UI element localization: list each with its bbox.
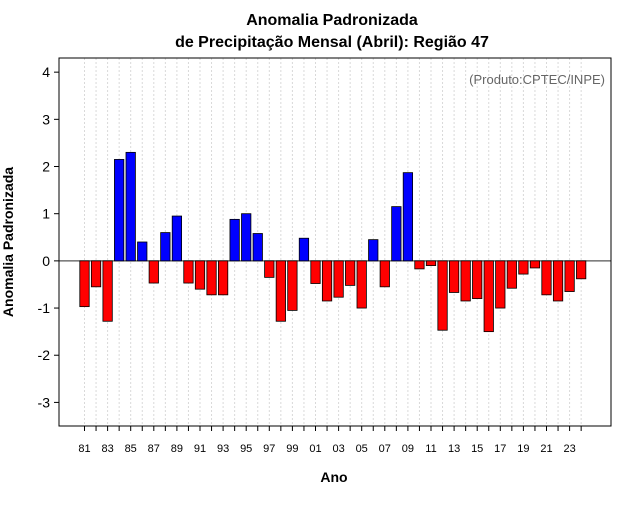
bar-2006 bbox=[368, 239, 379, 262]
bar-1990 bbox=[183, 260, 194, 284]
bar-1999 bbox=[287, 260, 298, 311]
bar-2011 bbox=[425, 260, 437, 266]
bar-1994 bbox=[229, 218, 240, 262]
bar-1998 bbox=[275, 260, 286, 322]
plot-frame bbox=[58, 57, 612, 427]
x-tick-label: 95 bbox=[240, 443, 252, 455]
bar-2009 bbox=[402, 172, 414, 262]
y-tick-label: 0 bbox=[42, 253, 50, 269]
bar-2004 bbox=[345, 260, 356, 286]
x-tick-label: 19 bbox=[517, 443, 529, 455]
y-tick-label: 1 bbox=[42, 206, 50, 222]
x-tick-label: 17 bbox=[494, 443, 506, 455]
bar-2012 bbox=[437, 260, 448, 331]
bar-2022 bbox=[552, 260, 564, 302]
x-tick-label: 87 bbox=[148, 443, 160, 455]
x-tick-label: 03 bbox=[332, 443, 344, 455]
x-tick-label: 83 bbox=[101, 443, 113, 455]
grid-lines bbox=[84, 58, 582, 426]
bar-1985 bbox=[125, 151, 136, 262]
x-tick-label: 93 bbox=[217, 443, 229, 455]
x-tick-label: 23 bbox=[563, 443, 575, 455]
bar-1989 bbox=[171, 215, 182, 262]
bar-2024 bbox=[576, 260, 587, 280]
x-tick-label: 89 bbox=[171, 443, 183, 455]
bar-1992 bbox=[206, 260, 217, 296]
x-tick-label: 85 bbox=[125, 443, 137, 455]
bar-2016 bbox=[483, 260, 494, 333]
bar-2021 bbox=[541, 260, 552, 296]
y-axis: -3 -2 -1 0 1 2 3 4 bbox=[38, 64, 59, 410]
bar-2010 bbox=[414, 260, 425, 270]
y-tick-label: -1 bbox=[38, 300, 51, 316]
x-axis-label: Ano bbox=[320, 469, 347, 485]
x-tick-label: 91 bbox=[194, 443, 206, 455]
bar-2003 bbox=[333, 260, 344, 298]
x-tick-label: 99 bbox=[286, 443, 298, 455]
bar-2023 bbox=[564, 260, 575, 292]
bar-1988 bbox=[160, 232, 171, 262]
bar-1996 bbox=[252, 233, 263, 262]
bar-1981 bbox=[79, 260, 90, 308]
x-tick-label: 09 bbox=[402, 443, 414, 455]
x-tick-label: 15 bbox=[471, 443, 483, 455]
bar-2001 bbox=[310, 260, 321, 284]
bar-2020 bbox=[529, 260, 541, 269]
x-tick-label: 81 bbox=[78, 443, 90, 455]
bar-2018 bbox=[506, 260, 517, 289]
x-tick-label: 13 bbox=[448, 443, 460, 455]
chart-title-line1: Anomalia Padronizada bbox=[246, 12, 418, 29]
y-tick-label: -2 bbox=[38, 347, 51, 363]
y-tick-label: 4 bbox=[42, 64, 50, 80]
bar-1983 bbox=[102, 260, 113, 322]
bar-2017 bbox=[495, 260, 506, 309]
bar-1993 bbox=[217, 260, 229, 296]
x-tick-label: 05 bbox=[356, 443, 368, 455]
x-tick-label: 07 bbox=[379, 443, 391, 455]
bars bbox=[79, 151, 587, 333]
bar-2019 bbox=[518, 260, 529, 275]
bar-1982 bbox=[90, 260, 102, 288]
x-tick-label: 11 bbox=[425, 443, 436, 455]
bar-2008 bbox=[391, 206, 402, 262]
bar-2005 bbox=[356, 260, 367, 309]
credit-label: (Produto:CPTEC/INPE) bbox=[469, 72, 605, 87]
x-tick-label: 01 bbox=[309, 443, 321, 455]
y-tick-label: 3 bbox=[42, 111, 50, 127]
bar-1984 bbox=[114, 159, 125, 262]
x-tick-label: 21 bbox=[540, 443, 552, 455]
bar-1987 bbox=[148, 260, 159, 284]
bar-2000 bbox=[298, 237, 310, 262]
bar-2013 bbox=[448, 260, 460, 293]
bar-1997 bbox=[264, 260, 275, 278]
y-tick-label: -3 bbox=[38, 394, 51, 410]
bar-2015 bbox=[472, 260, 483, 300]
bar-1995 bbox=[241, 213, 252, 262]
bar-1991 bbox=[194, 260, 206, 290]
bar-2002 bbox=[321, 260, 333, 302]
bar-2007 bbox=[379, 260, 390, 288]
bar-2014 bbox=[460, 260, 471, 302]
chart-title-line2: de Precipitação Mensal (Abril): Região 4… bbox=[175, 34, 489, 51]
bar-1986 bbox=[137, 241, 148, 262]
x-axis: 81 83 85 87 89 91 93 95 97 99 01 03 05 07 09 11 13 15 17 19… bbox=[78, 426, 582, 455]
y-axis-label: Anomalia Padronizada bbox=[0, 167, 16, 317]
y-tick-label: 2 bbox=[42, 159, 50, 175]
x-tick-label: 97 bbox=[263, 443, 275, 455]
